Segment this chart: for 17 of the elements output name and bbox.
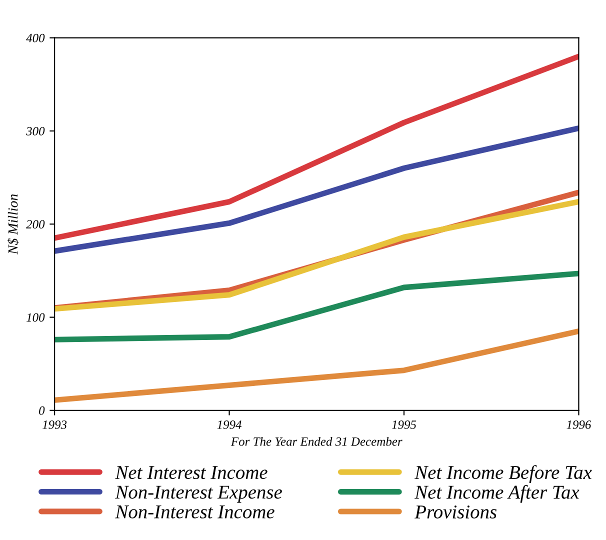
legend-label: Net Income Before Tax [414,465,592,483]
y-tick-label: 200 [26,220,45,229]
legend-label: Non-Interest Expense [115,486,282,503]
x-tick-label: 1994 [217,420,242,429]
legend-label: Provisions [414,505,496,519]
legend-label: Non-Interest Income [115,506,274,518]
y-tick-label: 0 [39,406,45,415]
y-tick-label: 400 [26,34,45,42]
y-tick-label: 100 [26,313,45,322]
x-axis-title: For The Year Ended 31 December [230,437,402,446]
legend-label: Net Income After Tax [414,484,580,503]
x-tick-label: 1995 [392,420,416,429]
legend-label: Net Interest Income [115,466,268,480]
y-axis-title: N$ Million [8,194,19,254]
x-tick-label: 1993 [42,420,67,429]
y-tick-label: 300 [26,126,45,136]
x-tick-label: 1996 [566,420,592,429]
